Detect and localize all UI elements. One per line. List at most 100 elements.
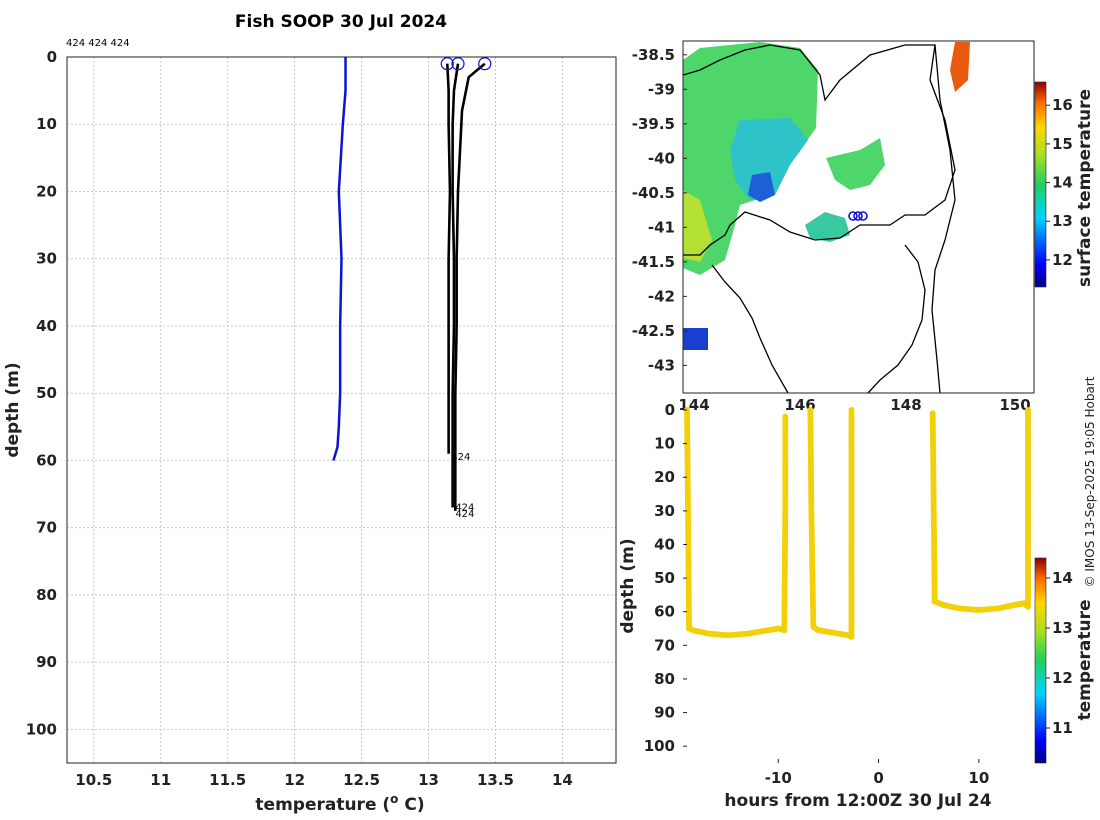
fish-profile-line xyxy=(454,62,486,511)
map-x-ticks: 144 146 148 150 xyxy=(678,396,1030,414)
profile-y-tick-label: 50 xyxy=(36,384,57,402)
profile-x-tick-label: 13.5 xyxy=(477,771,514,789)
sst-patch-southwest xyxy=(683,328,708,350)
depth-time-x-label: hours from 12:00Z 30 Jul 24 xyxy=(724,791,991,811)
profile-y-tick-label: 20 xyxy=(36,182,57,200)
profile-y-tick-label: 0 xyxy=(47,48,57,66)
depth-time-y-tick-label: 40 xyxy=(654,535,675,553)
map-location-marker xyxy=(853,211,863,221)
depth-time-colorbar-tick-label: 13 xyxy=(1052,619,1073,637)
profile-start-marker xyxy=(440,57,454,71)
map-x-tick-label: 150 xyxy=(999,396,1030,414)
depth-time-colorbar-tick-label: 12 xyxy=(1052,669,1073,687)
map-colorbar-label: surface temperature xyxy=(1075,89,1095,287)
profile-x-tick-label: 10.5 xyxy=(75,771,112,789)
map-y-tick-label: -40 xyxy=(648,149,675,167)
map-colorbar-tick-label: 12 xyxy=(1052,251,1073,269)
reference-profile-line xyxy=(332,57,347,461)
map-colorbar-ticks: 12 13 14 15 16 xyxy=(1046,96,1073,269)
depth-time-y-tick-label: 70 xyxy=(654,636,675,654)
depth-time-y-tick-label: 80 xyxy=(654,670,675,688)
map-colorbar-tick-label: 14 xyxy=(1052,174,1073,192)
credit-text: © IMOS 13-Sep-2025 19:05 Hobart xyxy=(1083,376,1097,587)
fish-profile-line xyxy=(445,63,452,454)
depth-time-x-tick-label: -10 xyxy=(765,769,792,787)
profile-y-tick-label: 60 xyxy=(36,451,57,469)
map-y-tick-label: -42 xyxy=(648,287,675,305)
depth-time-y-tick-label: 60 xyxy=(654,603,675,621)
depth-time-panel: 0 10 20 30 40 50 60 70 80 90 100 -10 0 10 hours from… xyxy=(618,401,1095,811)
sst-patch-east xyxy=(950,42,970,92)
map-y-tick-label: -39.5 xyxy=(632,115,675,133)
profile-y-tick-label: 30 xyxy=(36,250,57,268)
profile-y-tick-label: 10 xyxy=(36,115,57,133)
profile-end-label: 424 xyxy=(451,452,470,463)
x-axis-label-sup: o xyxy=(390,792,398,806)
depth-time-point xyxy=(782,413,789,420)
depth-time-point xyxy=(1024,407,1031,413)
map-location-marker xyxy=(848,211,858,221)
profile-x-ticks: 10.5 11 11.5 12 12.5 13 13.5 14 xyxy=(75,771,573,789)
map-y-ticks: -38.5 -39 -39.5 -40 -40.5 -41 -41.5 -42 -42.5 -43 xyxy=(632,46,687,374)
top-note: 424 424 424 xyxy=(66,38,130,49)
profile-x-tick-label: 11 xyxy=(150,771,171,789)
depth-time-colorbar xyxy=(1034,557,1047,764)
chart-title: Fish SOOP 30 Jul 2024 xyxy=(235,12,447,32)
sst-patch-west-cold xyxy=(748,172,775,202)
depth-time-y-label: depth (m) xyxy=(618,538,638,633)
profile-y-tick-label: 90 xyxy=(36,653,57,671)
depth-time-y-tick-label: 20 xyxy=(654,468,675,486)
depth-time-x-tick-label: 10 xyxy=(968,769,989,787)
map-x-tick-label: 148 xyxy=(890,396,921,414)
depth-time-x-tick-label: 0 xyxy=(873,769,883,787)
profile-y-tick-label: 40 xyxy=(36,317,57,335)
profile-frame xyxy=(66,56,617,764)
map-location-marker xyxy=(858,211,868,221)
profile-x-tick-label: 13 xyxy=(418,771,439,789)
profile-x-tick-label: 12 xyxy=(284,771,305,789)
depth-time-y-tick-label: 0 xyxy=(665,401,675,419)
depth-time-y-tick-label: 50 xyxy=(654,569,675,587)
sst-patch-strait xyxy=(805,212,850,242)
fish-profile-line xyxy=(451,63,460,508)
map-y-tick-label: -41 xyxy=(648,218,675,236)
profile-end-label: 424 xyxy=(455,509,474,520)
depth-time-x-ticks: -10 0 10 xyxy=(765,759,989,787)
profile-x-tick-label: 11.5 xyxy=(209,771,246,789)
profile-y-ticks: 0 10 20 30 40 50 60 70 80 90 100 xyxy=(26,48,57,738)
map-y-tick-label: -43 xyxy=(648,356,675,374)
sst-patch-mid xyxy=(826,138,885,190)
profile-end-label: 424 xyxy=(455,502,474,513)
map-content xyxy=(683,42,970,393)
map-y-tick-label: -41.5 xyxy=(632,253,675,271)
depth-time-y-ticks: 0 10 20 30 40 50 60 70 80 90 100 xyxy=(644,401,687,755)
map-colorbar-tick-label: 13 xyxy=(1052,212,1073,230)
map-location-markers xyxy=(848,211,868,221)
coastline-mainland xyxy=(683,44,956,256)
profile-grid xyxy=(67,56,616,763)
map-x-tick-label: 144 xyxy=(678,396,709,414)
depth-time-points xyxy=(684,407,1031,640)
coastline-tasmania xyxy=(711,244,926,393)
map-frame xyxy=(682,40,1035,394)
y-axis-label: depth (m) xyxy=(3,362,23,457)
depth-time-y-tick-label: 100 xyxy=(644,737,675,755)
profile-start-marker xyxy=(451,57,465,71)
profile-y-tick-label: 100 xyxy=(26,720,57,738)
profile-panel: Fish SOOP 30 Jul 2024 424 424 424 10.5 11… xyxy=(3,12,617,815)
depth-time-y-tick-label: 90 xyxy=(654,704,675,722)
x-axis-label: temperature (o C) xyxy=(255,792,424,815)
depth-time-y-tick-label: 30 xyxy=(654,502,675,520)
sst-patch-warm xyxy=(683,190,712,262)
profile-y-tick-label: 70 xyxy=(36,519,57,537)
profile-start-marker xyxy=(478,57,492,71)
depth-time-colorbar-tick-label: 11 xyxy=(1052,719,1073,737)
profile-x-tick-label: 14 xyxy=(552,771,573,789)
x-axis-label-text: temperature ( xyxy=(255,795,390,815)
profile-y-tick-label: 80 xyxy=(36,586,57,604)
depth-time-colorbar-tick-label: 14 xyxy=(1052,569,1073,587)
depth-time-y-tick-label: 10 xyxy=(654,435,675,453)
depth-time-colorbar-label: temperature xyxy=(1075,599,1095,720)
